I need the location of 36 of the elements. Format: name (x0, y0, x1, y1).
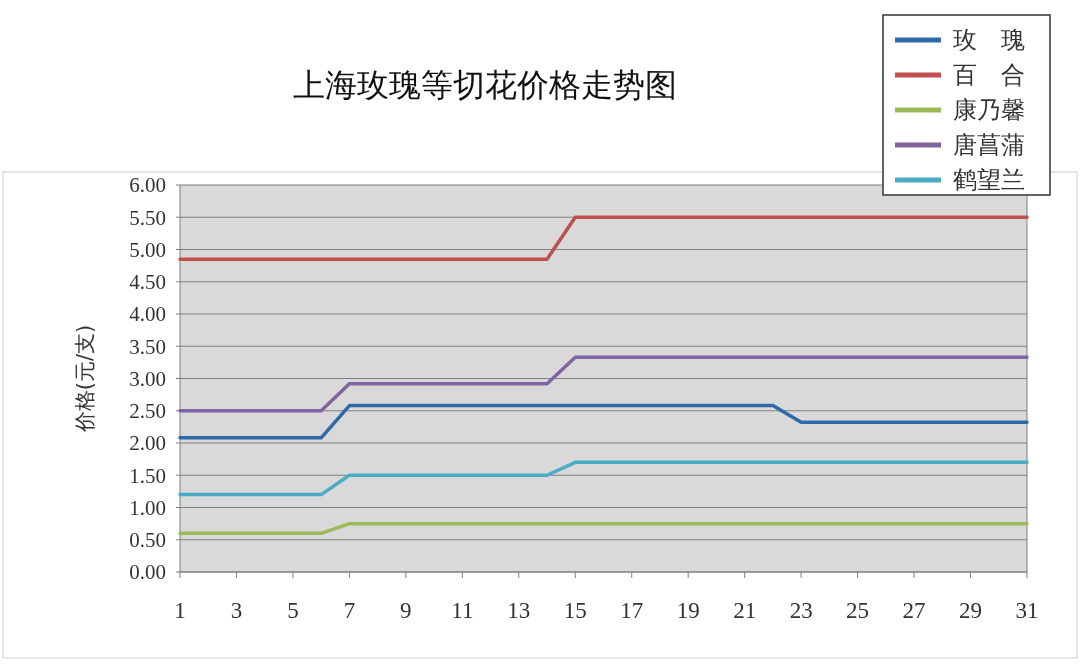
x-tick-label: 9 (400, 598, 412, 623)
y-tick-label: 5.00 (129, 237, 166, 262)
x-tick-label: 15 (563, 598, 587, 623)
x-tick-label: 25 (846, 598, 870, 623)
y-tick-label: 5.50 (129, 205, 166, 230)
y-tick-label: 0.00 (129, 560, 166, 585)
y-tick-label: 3.50 (129, 334, 166, 359)
x-tick-label: 21 (733, 598, 757, 623)
legend-label: 鹤望兰 (953, 166, 1025, 195)
x-tick-label: 17 (620, 598, 644, 623)
x-tick-label: 23 (789, 598, 813, 623)
y-tick-label: 2.00 (129, 431, 166, 456)
x-tick-label: 27 (902, 598, 926, 623)
y-tick-label: 3.00 (129, 366, 166, 391)
y-tick-label: 1.00 (129, 495, 166, 520)
y-axis-title: 价格(元/支) (73, 324, 97, 434)
y-tick-label: 4.00 (129, 302, 166, 327)
y-tick-label: 2.50 (129, 399, 166, 424)
x-tick-label: 29 (959, 598, 983, 623)
y-tick-label: 4.50 (129, 270, 166, 295)
legend-label: 百 合 (953, 61, 1025, 90)
x-tick-label: 31 (1015, 598, 1039, 623)
legend-label: 玫 瑰 (953, 26, 1025, 55)
x-tick-label: 11 (451, 598, 474, 623)
chart-title: 上海玫瑰等切花价格走势图 (293, 66, 677, 104)
legend-label: 康乃馨 (953, 96, 1025, 125)
y-tick-label: 6.00 (129, 173, 166, 198)
x-tick-label: 5 (287, 598, 299, 623)
y-tick-label: 0.50 (129, 528, 166, 553)
legend-label: 唐菖蒲 (953, 131, 1025, 160)
x-tick-label: 19 (676, 598, 700, 623)
y-tick-label: 1.50 (129, 463, 166, 488)
x-tick-label: 1 (174, 598, 186, 623)
x-tick-label: 7 (343, 598, 356, 623)
x-tick-label: 3 (230, 598, 243, 623)
x-tick-label: 13 (507, 598, 531, 623)
